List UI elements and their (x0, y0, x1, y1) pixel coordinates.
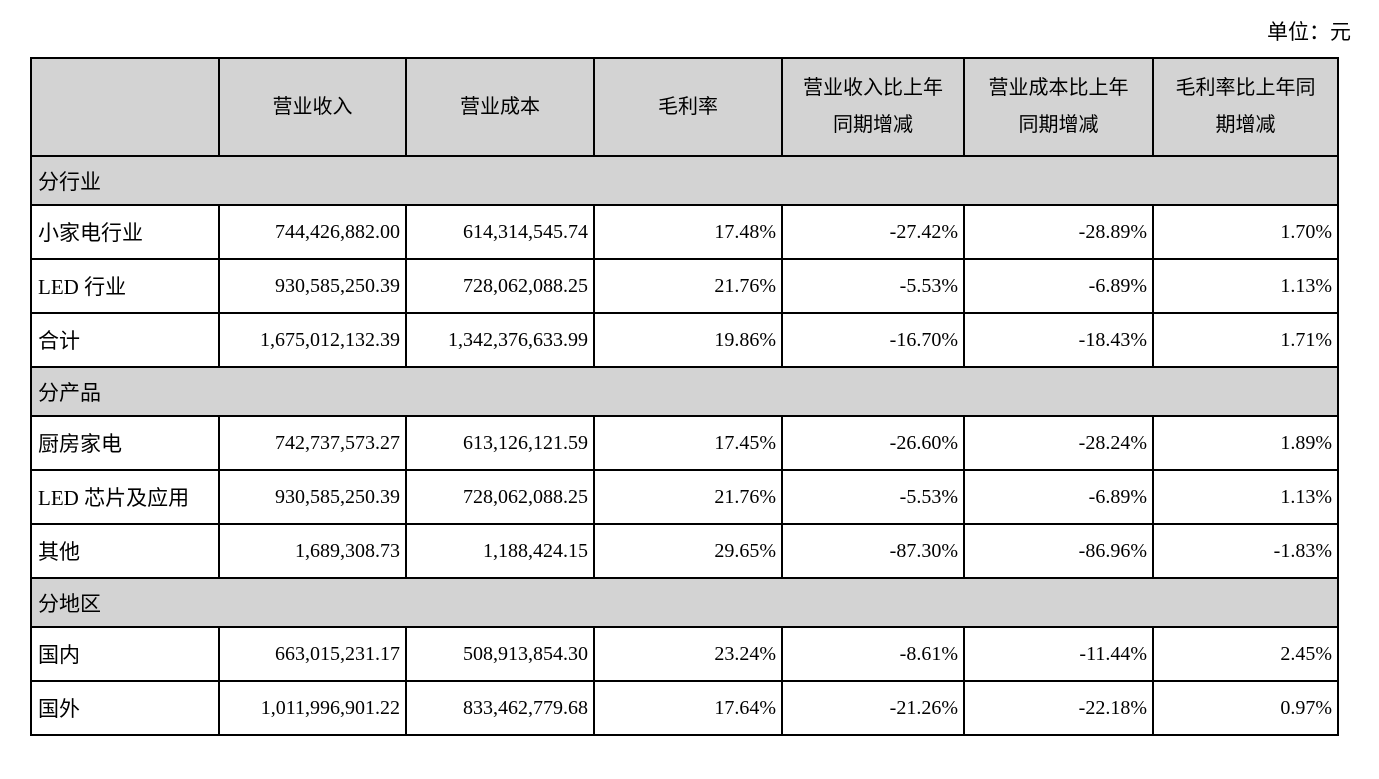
column-header-4: 营业收入比上年 同期增减 (781, 57, 965, 157)
cell-value: 21.76% (593, 469, 783, 525)
cell-value: -8.61% (781, 626, 965, 682)
table-row: LED 行业 930,585,250.39 728,062,088.25 21.76%… (30, 258, 1339, 314)
cell-value: 1.70% (1152, 204, 1339, 260)
cell-value: -26.60% (781, 415, 965, 471)
column-header-5: 营业成本比上年 同期增减 (963, 57, 1154, 157)
cell-value: 614,314,545.74 (405, 204, 595, 260)
cell-value: 663,015,231.17 (218, 626, 407, 682)
cell-value: -21.26% (781, 680, 965, 736)
cell-value: 744,426,882.00 (218, 204, 407, 260)
cell-value: -1.83% (1152, 523, 1339, 579)
cell-value: 833,462,779.68 (405, 680, 595, 736)
cell-value: 1,675,012,132.39 (218, 312, 407, 368)
table-row: 其他 1,689,308.73 1,188,424.15 29.65% -87.30% -… (30, 523, 1339, 579)
cell-value: -28.24% (963, 415, 1154, 471)
cell-value: 508,913,854.30 (405, 626, 595, 682)
cell-value: -5.53% (781, 258, 965, 314)
cell-value: 0.97% (1152, 680, 1339, 736)
cell-value: 1,011,996,901.22 (218, 680, 407, 736)
table-row: 厨房家电 742,737,573.27 613,126,121.59 17.45% -2… (30, 415, 1339, 471)
section-label: 分行业 (30, 155, 1339, 206)
cell-value: -27.42% (781, 204, 965, 260)
cell-value: 728,062,088.25 (405, 258, 595, 314)
column-header-3: 毛利率 (593, 57, 783, 157)
cell-value: 17.48% (593, 204, 783, 260)
cell-value: -6.89% (963, 469, 1154, 525)
table-body: 分行业 小家电行业 744,426,882.00 614,314,545.74 17.4… (30, 155, 1339, 736)
cell-value: -86.96% (963, 523, 1154, 579)
table-row: 国内 663,015,231.17 508,913,854.30 23.24% -8.6… (30, 626, 1339, 682)
unit-label: 单位：元 (1267, 20, 1351, 44)
cell-value: 2.45% (1152, 626, 1339, 682)
row-label: 国内 (30, 626, 220, 682)
cell-value: 1.71% (1152, 312, 1339, 368)
column-header-1: 营业收入 (218, 57, 407, 157)
cell-value: 1,689,308.73 (218, 523, 407, 579)
cell-value: 930,585,250.39 (218, 258, 407, 314)
cell-value: 29.65% (593, 523, 783, 579)
table-row: LED 芯片及应用 930,585,250.39 728,062,088.25 21.… (30, 469, 1339, 525)
row-label: 国外 (30, 680, 220, 736)
table-row: 小家电行业 744,426,882.00 614,314,545.74 17.48% -… (30, 204, 1339, 260)
cell-value: -16.70% (781, 312, 965, 368)
row-label: LED 芯片及应用 (30, 469, 220, 525)
cell-value: 21.76% (593, 258, 783, 314)
financial-segment-table: 营业收入 营业成本 毛利率 营业收入比上年 同期增减 营业成本比上年 同期增减 毛利率比上… (30, 57, 1339, 736)
cell-value: -5.53% (781, 469, 965, 525)
section-label: 分产品 (30, 366, 1339, 417)
cell-value: 742,737,573.27 (218, 415, 407, 471)
cell-value: -87.30% (781, 523, 965, 579)
cell-value: 1.89% (1152, 415, 1339, 471)
row-label: LED 行业 (30, 258, 220, 314)
row-label: 合计 (30, 312, 220, 368)
row-label: 其他 (30, 523, 220, 579)
cell-value: -6.89% (963, 258, 1154, 314)
cell-value: 930,585,250.39 (218, 469, 407, 525)
cell-value: 1.13% (1152, 469, 1339, 525)
column-header-2: 营业成本 (405, 57, 595, 157)
table-row: 国外 1,011,996,901.22 833,462,779.68 17.64% -2… (30, 680, 1339, 736)
header-row: 营业收入 营业成本 毛利率 营业收入比上年 同期增减 营业成本比上年 同期增减 毛利率比上… (30, 57, 1339, 157)
section-row-0: 分行业 (30, 155, 1339, 206)
section-label: 分地区 (30, 577, 1339, 628)
cell-value: 1.13% (1152, 258, 1339, 314)
row-label: 小家电行业 (30, 204, 220, 260)
column-header-0 (30, 57, 220, 157)
cell-value: 1,342,376,633.99 (405, 312, 595, 368)
column-header-6: 毛利率比上年同 期增减 (1152, 57, 1339, 157)
row-label: 厨房家电 (30, 415, 220, 471)
cell-value: -18.43% (963, 312, 1154, 368)
cell-value: -22.18% (963, 680, 1154, 736)
cell-value: -28.89% (963, 204, 1154, 260)
section-row-1: 分产品 (30, 366, 1339, 417)
cell-value: 613,126,121.59 (405, 415, 595, 471)
cell-value: -11.44% (963, 626, 1154, 682)
table-row: 合计 1,675,012,132.39 1,342,376,633.99 19.86%… (30, 312, 1339, 368)
cell-value: 19.86% (593, 312, 783, 368)
cell-value: 17.45% (593, 415, 783, 471)
cell-value: 17.64% (593, 680, 783, 736)
cell-value: 1,188,424.15 (405, 523, 595, 579)
cell-value: 23.24% (593, 626, 783, 682)
section-row-2: 分地区 (30, 577, 1339, 628)
cell-value: 728,062,088.25 (405, 469, 595, 525)
